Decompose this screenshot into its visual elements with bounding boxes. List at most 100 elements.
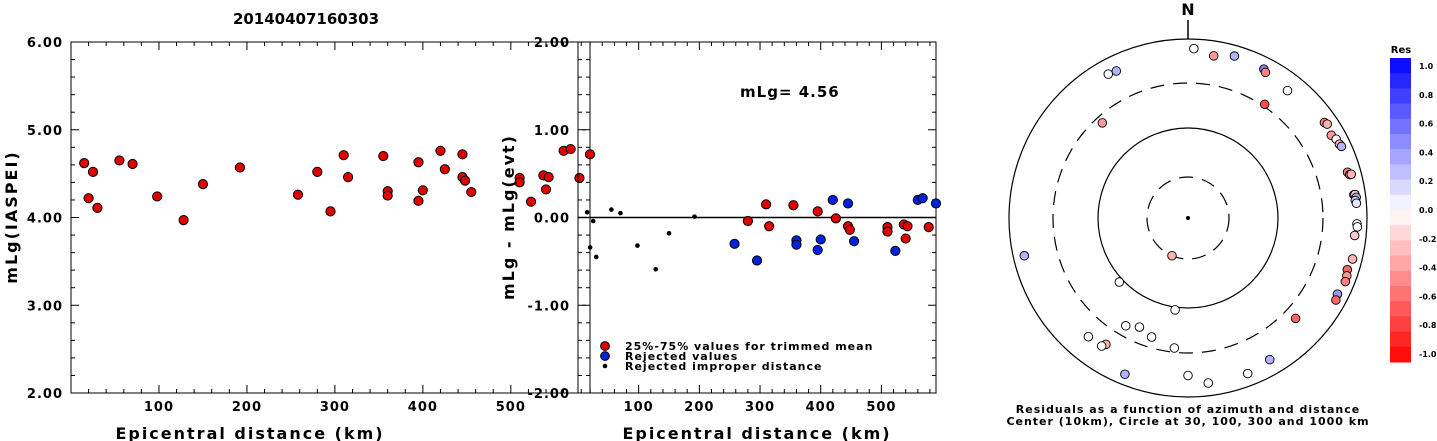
colorbar-swatch [1390,73,1411,89]
epicenter-marker [1186,216,1190,220]
data-point [812,206,823,217]
station-point [1111,66,1122,76]
data-point [830,213,841,224]
station-point [1167,250,1177,261]
event-title: 20140407160303 [233,10,379,28]
colorbar-swatch [1390,301,1411,317]
colorbar-tick-label: 0.4 [1419,148,1434,157]
data-point [930,198,942,209]
station-point [1134,322,1145,332]
legend-label: Rejected values [625,350,738,363]
x-tick-label: 400 [806,400,836,415]
station-point [1183,370,1193,381]
colorbar-tick-label: 0.2 [1419,177,1433,186]
station-point [1290,313,1301,324]
data-point [439,164,450,175]
colorbar-swatch [1390,331,1411,348]
x-tick-label: 100 [144,400,174,415]
station-point [1336,141,1347,152]
data-point [92,202,103,213]
colorbar-tick-label: 1.0 [1419,62,1434,71]
colorbar-swatch [1390,103,1411,120]
station-point [1322,119,1332,129]
data-point [514,177,525,188]
legend-label: 25%-75% values for trimmed mean [625,340,873,353]
data-point [844,224,855,235]
colorbar-swatch [1390,194,1411,211]
x-tick-label: 200 [684,400,714,415]
y-tick-label: -2.00 [528,387,570,402]
station-point [1208,51,1219,61]
station-point [1229,51,1240,61]
data-point [815,234,826,245]
colorbar-tick-label: -0.4 [1419,264,1437,273]
data-point [382,190,393,201]
station-point [1259,99,1270,110]
station-point [1121,321,1131,331]
data-point [900,233,911,244]
data-point [152,191,163,202]
station-point [1114,277,1125,287]
data-point [325,206,336,217]
colorbar-swatch [1390,164,1411,181]
residual-legend: 25%-75% values for trimmed meanRejected … [600,340,873,373]
colorbar-swatch [1390,88,1411,105]
station-point [1120,369,1130,379]
data-point [761,199,772,210]
colorbar-swatch [1390,346,1411,363]
data-point [791,239,802,250]
station-point [1351,198,1362,209]
data-point [902,221,913,232]
data-point [114,155,125,166]
colorbar-tick-label: -0.2 [1419,235,1437,244]
azimuth-caption-line2: Center (10km), Circle at 30, 100, 300 an… [1006,415,1369,428]
x-tick-label: 500 [866,400,896,415]
legend-label: Rejected improper distance [625,360,822,373]
data-point [812,244,823,256]
y-tick-label: 2.00 [27,387,63,402]
station-point [1169,343,1180,353]
data-point [540,184,552,195]
station-point [1096,341,1107,351]
station-point [1352,222,1363,232]
data-point [890,245,901,256]
data-point [590,218,596,224]
data-point [127,158,138,170]
data-point [197,179,209,190]
y-tick-label: 4.00 [27,212,63,227]
station-point [1170,305,1180,315]
distance-ring [1052,82,1324,354]
magnitude-x-label: Epicentral distance (km) [115,424,384,441]
data-point [417,185,428,196]
magnitude-y-label: mLg(IASPEI) [2,150,21,283]
data-point [312,166,323,177]
residual-colorbar: Res 1.0 0.8 0.6 0.4 0.2 0.0 -0.2 -0.4 -0.6 -0.8 -1… [1390,45,1437,363]
station-point [1203,378,1214,388]
data-point [574,172,585,184]
station-point [1083,331,1094,342]
colorbar-swatch [1390,255,1411,272]
station-point [1349,230,1360,241]
data-point [666,230,672,236]
colorbar-swatch [1390,286,1411,302]
north-label: N [1181,0,1194,19]
station-point [1097,118,1108,128]
station-point [1331,295,1341,305]
y-tick-label: 0.00 [534,212,570,227]
x-tick-label: 100 [624,400,654,415]
y-tick-label: 3.00 [27,299,63,314]
colorbar-swatch [1390,210,1411,226]
colorbar-swatch [1390,225,1411,241]
magnitude-axis-ticks: 2.00 3.00 4.00 5.00 6.00 100 200 300 400 500 [27,36,590,415]
residual-axis-ticks: -2.00 -1.00 0.00 1.00 2.00 100 200 300 400 500 [528,36,936,415]
residual-panel: -2.00 -1.00 0.00 1.00 2.00 100 200 300 400 500 mL… [499,36,942,441]
data-point [882,226,893,237]
x-tick-label: 500 [496,400,526,415]
station-point [1265,354,1275,365]
station-point [1019,251,1030,261]
data-point [87,166,99,177]
data-point [788,200,799,211]
station-point [1189,43,1199,54]
y-tick-label: 6.00 [27,36,63,51]
data-point [413,195,424,206]
